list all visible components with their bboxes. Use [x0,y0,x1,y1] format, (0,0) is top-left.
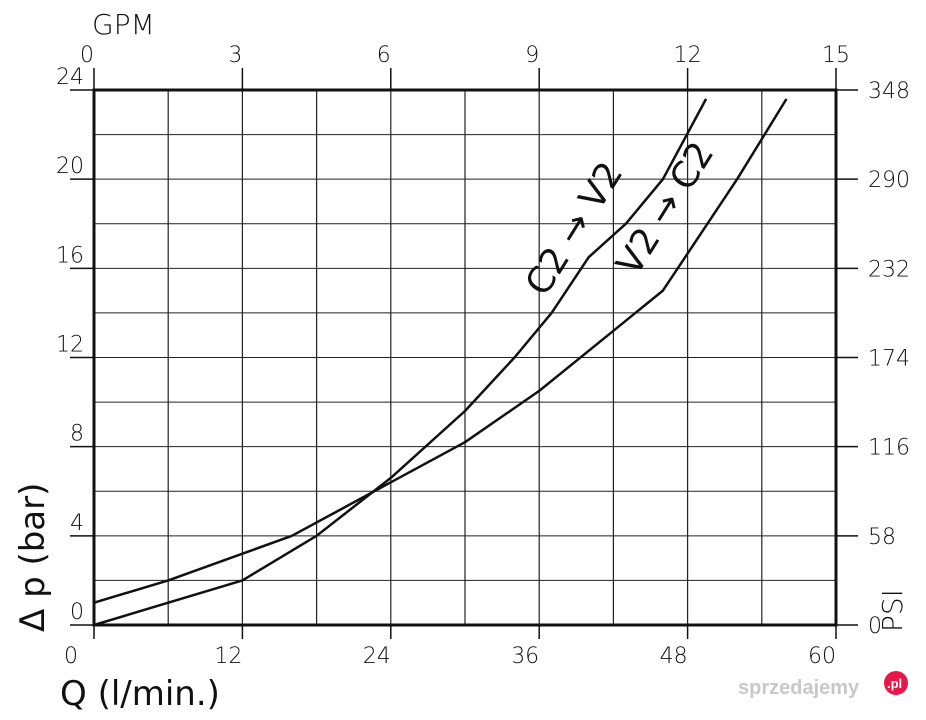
y2-tick-label: 232 [868,257,910,282]
y-tick-label: 4 [70,511,84,536]
x2-tick-label: 12 [674,43,702,68]
watermark-text: sprzedajemy [738,677,860,699]
x2-tick-label: 0 [80,43,94,68]
watermark-badge [884,671,908,695]
x-tick-label: 60 [808,644,836,669]
curves [93,98,788,627]
y-axis-title: Δ p (bar) [13,483,53,632]
series-line-1 [93,98,788,604]
y2-tick-label: 348 [868,79,910,104]
y2-tick-label: 290 [868,168,910,193]
series-label-c2-v2: C2 → V2 [518,155,632,303]
x-tick-labels: 0 12 24 36 48 60 [64,625,837,669]
x2-axis-title: GPM [92,8,155,41]
watermark-suffix: .pl [887,676,902,691]
x2-tick-labels: 0 3 6 9 12 15 [80,43,850,90]
y2-tick-label: 58 [868,525,896,550]
x-tick-label: 12 [214,644,242,669]
y2-tick-labels: 0 58 116 174 232 290 348 [836,79,910,639]
y-tick-label: 16 [56,243,84,268]
y2-axis-title: PSI [876,589,909,632]
y-tick-label: 8 [70,422,84,447]
x-tick-label: 24 [363,644,391,669]
y2-tick-label: 116 [868,436,910,461]
x2-tick-label: 6 [377,43,391,68]
x2-tick-label: 3 [228,43,242,68]
y-tick-label: 0 [70,600,84,625]
x-tick-label: 36 [511,644,539,669]
x-tick-label: 0 [64,644,78,669]
x2-tick-label: 9 [525,43,539,68]
x-axis-title: Q (l/min.) [60,674,220,714]
y-tick-label: 12 [56,333,84,358]
watermark: sprzedajemy .pl [738,671,908,699]
series-label-v2-c2: V2 → C2 [609,135,723,283]
x-tick-label: 48 [660,644,688,669]
y-tick-labels: 0 4 8 12 16 20 24 [56,65,94,626]
y2-tick-label: 174 [868,347,910,372]
series-line-0 [93,98,708,627]
y2-tick-label: 0 [868,614,882,639]
y-tick-label: 24 [56,65,84,90]
x2-tick-label: 15 [822,43,850,68]
y-tick-label: 20 [56,154,84,179]
